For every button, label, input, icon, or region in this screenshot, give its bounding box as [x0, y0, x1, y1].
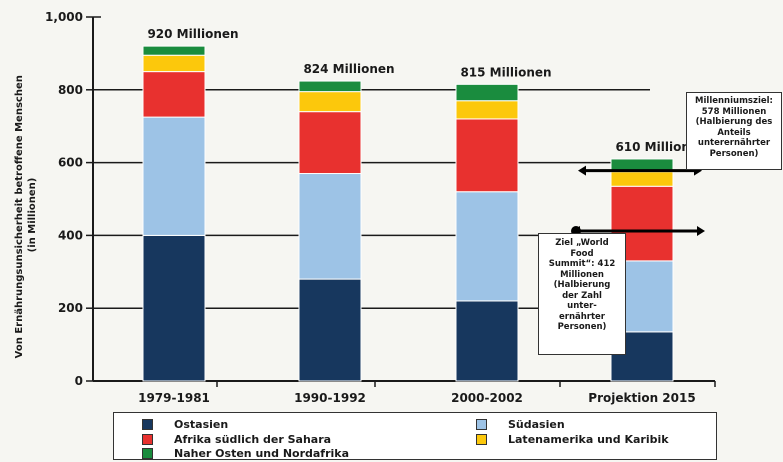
legend-item-afrika: Afrika südlich der Sahara — [142, 433, 331, 446]
bar-segment — [142, 54, 206, 73]
legend-label: Latenamerika und Karibik — [508, 433, 669, 446]
total-label: 920 Millionen — [147, 27, 238, 41]
legend: Ostasien Afrika südlich der Sahara Naher… — [113, 412, 717, 460]
target-arrowhead — [697, 226, 705, 237]
total-labels: 920 Millionen 824 Millionen 815 Millionen 6… — [147, 27, 706, 154]
bar-segment — [455, 300, 519, 382]
legend-label: Südasien — [508, 418, 565, 431]
y-tick-label: 0 — [75, 374, 83, 388]
bar-segment — [142, 71, 206, 118]
total-label: 610 Millionen — [615, 140, 706, 154]
category-label: 1990-1992 — [294, 391, 366, 405]
total-label: 824 Millionen — [303, 62, 394, 76]
y-tick-label: 200 — [58, 301, 83, 315]
bar-segment — [142, 116, 206, 236]
category-label: Projektion 2015 — [588, 391, 695, 405]
bar-segment — [610, 171, 674, 187]
bar-segment — [455, 118, 519, 193]
legend-swatch — [142, 448, 153, 459]
legend-item-lateinamerika: Latenamerika und Karibik — [476, 433, 669, 446]
legend-swatch — [142, 434, 153, 445]
y-axis-label-line1: Von Ernährungsunsicherheit betroffene Me… — [14, 75, 25, 358]
bar-segment — [455, 191, 519, 302]
category-label: 2000-2002 — [451, 391, 523, 405]
bar-segment — [455, 83, 519, 102]
bar-segment — [298, 173, 362, 280]
bar-segment — [298, 278, 362, 382]
bar-segment — [298, 91, 362, 113]
y-axis-label-line2: (in Millionen) — [27, 178, 38, 253]
legend-label: Naher Osten und Nordafrika — [174, 447, 350, 460]
y-tick-label: 400 — [58, 228, 83, 242]
legend-label: Ostasien — [174, 418, 229, 431]
legend-item-naher-osten: Naher Osten und Nordafrika — [142, 447, 349, 460]
world-food-summit-box: Ziel „World Food Summit“: 412 Millionen … — [538, 233, 626, 355]
y-tick-labels: 0 200 400 600 800 1,000 — [45, 10, 83, 388]
y-tick-label: 600 — [58, 156, 83, 170]
legend-item-ostasien: Ostasien — [142, 418, 228, 431]
bar-segment — [142, 234, 206, 382]
target-arrowhead — [578, 165, 586, 176]
y-tick-label: 800 — [58, 83, 83, 97]
bar-segment — [298, 80, 362, 93]
bar-segment — [298, 111, 362, 175]
legend-swatch — [142, 419, 153, 430]
legend-label: Afrika südlich der Sahara — [174, 433, 332, 446]
category-label: 1979-1981 — [138, 391, 210, 405]
bars — [142, 45, 674, 382]
legend-swatch — [476, 434, 487, 445]
y-axis-label: Von Ernährungsunsicherheit betroffene Me… — [14, 72, 38, 359]
legend-swatch — [476, 419, 487, 430]
category-labels: 1979-1981 1990-1992 2000-2002 Projektion 20… — [138, 391, 696, 405]
millennium-goal-box: Millenniumsziel: 578 Millionen (Halbieru… — [686, 92, 782, 170]
total-label: 815 Millionen — [460, 65, 551, 79]
bar-segment — [142, 45, 206, 56]
y-tick-label: 1,000 — [45, 10, 83, 24]
legend-item-suedasien: Südasien — [476, 418, 565, 431]
bar-segment — [455, 100, 519, 120]
